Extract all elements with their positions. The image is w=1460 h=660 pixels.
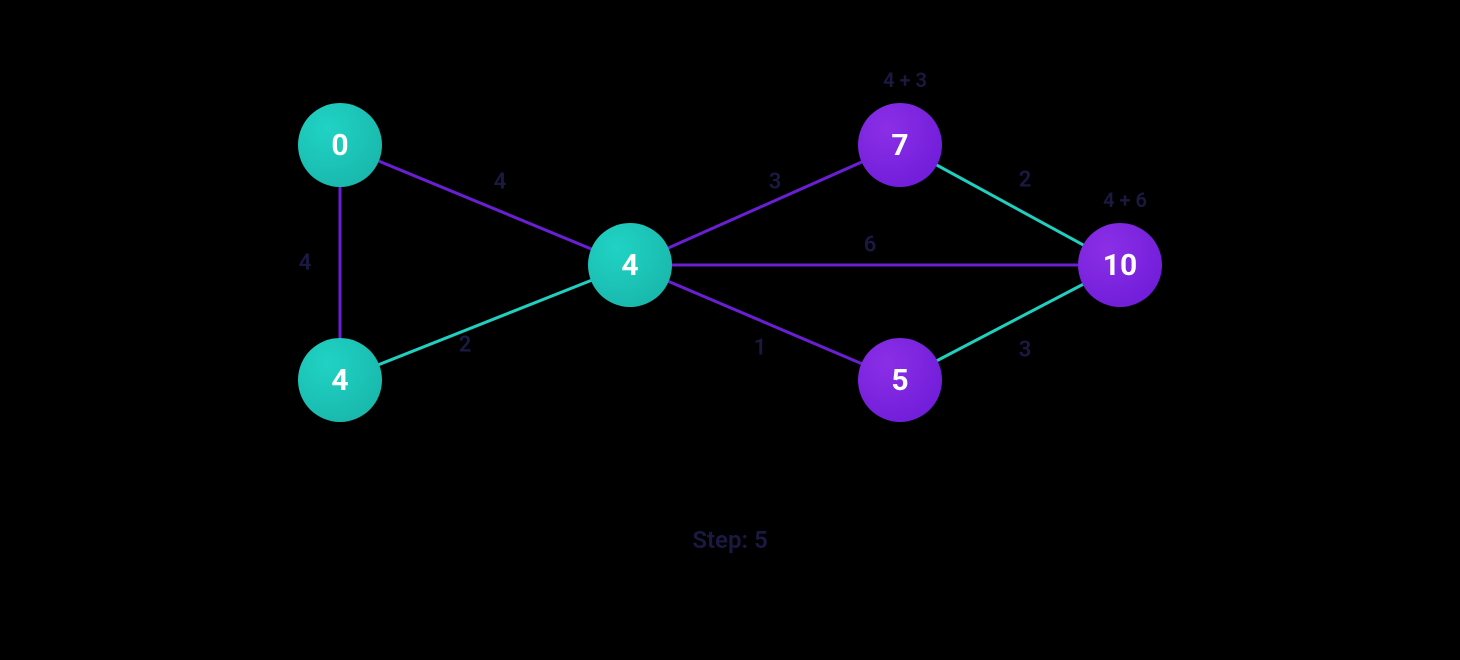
edge bbox=[340, 145, 630, 265]
edge-weight: 2 bbox=[1019, 168, 1032, 193]
step-caption: Step: 5 bbox=[692, 526, 767, 554]
graph-node: 0 bbox=[298, 103, 382, 187]
edge-weight: 3 bbox=[1019, 338, 1032, 363]
edge-weight: 4 bbox=[299, 251, 312, 276]
graph-diagram: 0 4 4 7 5 10 4 4 2 3 6 1 2 3 4 + 3 4 + 6 Step: 5 bbox=[0, 0, 1460, 660]
edge bbox=[630, 145, 900, 265]
graph-node-label: 10 bbox=[1103, 248, 1137, 283]
graph-node-label: 4 bbox=[331, 363, 348, 398]
edge-weight: 6 bbox=[864, 233, 877, 258]
graph-node-label: 7 bbox=[891, 128, 908, 163]
edge bbox=[340, 265, 630, 380]
edge-weight: 4 bbox=[494, 170, 507, 195]
edge-weight: 3 bbox=[769, 170, 782, 195]
node-annotation: 4 + 3 bbox=[883, 68, 927, 92]
edge bbox=[630, 265, 900, 380]
graph-node: 5 bbox=[858, 338, 942, 422]
edges-layer bbox=[0, 0, 1460, 660]
graph-node-label: 0 bbox=[331, 128, 348, 163]
graph-node-label: 4 bbox=[621, 248, 638, 283]
graph-node: 4 bbox=[298, 338, 382, 422]
node-annotation: 4 + 6 bbox=[1103, 188, 1147, 212]
graph-node-label: 5 bbox=[891, 363, 908, 398]
graph-node: 4 bbox=[588, 223, 672, 307]
edge-weight: 1 bbox=[754, 336, 767, 361]
graph-node: 7 bbox=[858, 103, 942, 187]
edge-weight: 2 bbox=[459, 333, 472, 358]
graph-node: 10 bbox=[1078, 223, 1162, 307]
